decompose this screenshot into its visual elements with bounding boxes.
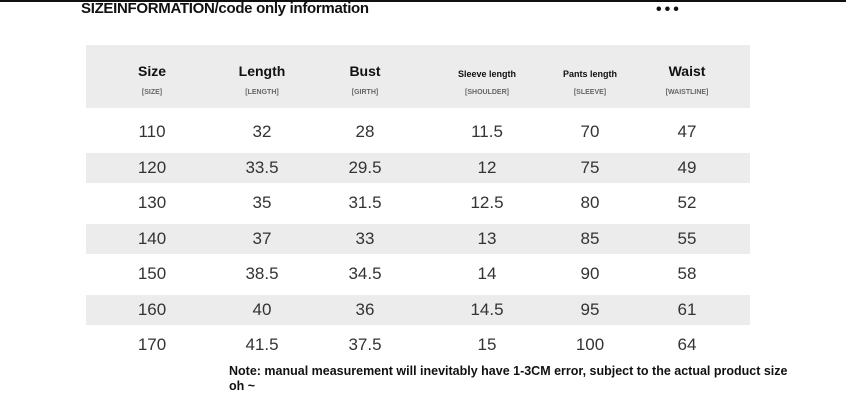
table-cell: 90: [580, 264, 600, 283]
more-horizontal-icon[interactable]: •••: [656, 1, 682, 18]
column-header: Length: [238, 63, 286, 79]
column-subheader: [WAISTLINE]: [665, 89, 709, 96]
table-cell: 75: [580, 157, 600, 177]
table-cell: 37: [252, 228, 272, 248]
table-cell: 38.5: [245, 264, 279, 283]
table-cell: 28: [355, 122, 375, 141]
column-subheader: [SHOULDER]: [465, 89, 509, 96]
table-cell: 130: [137, 193, 167, 212]
table-row: 110 32 28 11.5 70 47: [86, 117, 750, 147]
table-row: 120 33.5 29.5 12 75 49: [86, 152, 750, 183]
table-row: 150 38.5 34.5 14 90 58: [86, 259, 750, 289]
column-subheader: [SIZE]: [141, 89, 163, 96]
page-title: SIZEINFORMATION/code only information: [81, 0, 369, 17]
table-row: 130 35 31.5 12.5 80 52: [86, 188, 750, 218]
table-cell: 80: [580, 193, 600, 212]
table-row: 170 41.5 37.5 15 100 64: [86, 330, 750, 360]
table-cell: 33: [355, 228, 375, 248]
table-cell: 14.5: [470, 299, 504, 319]
table-cell: 120: [137, 157, 167, 177]
column-header: Sleeve length: [457, 69, 517, 79]
table-cell: 12.5: [470, 193, 504, 212]
top-border: [0, 0, 846, 2]
table-cell: 35: [252, 193, 272, 212]
column-header: Bust: [349, 63, 381, 79]
table-cell: 36: [355, 299, 375, 319]
table-cell: 49: [677, 157, 697, 177]
table-cell: 170: [137, 335, 167, 354]
table-cell: 58: [677, 264, 697, 283]
column-subheader: [SLEEVE]: [573, 89, 607, 96]
table-cell: 70: [580, 122, 600, 141]
column-header: Size: [137, 63, 167, 79]
table-row: 160 40 36 14.5 95 61: [86, 294, 750, 325]
table-row: 140 37 33 13 85 55: [86, 223, 750, 254]
table-cell: 41.5: [245, 335, 279, 354]
column-header: Pants length: [562, 69, 618, 79]
table-cell: 85: [580, 228, 600, 248]
table-cell: 32: [252, 122, 272, 141]
table-header: Size [SIZE] Length [LENGTH] Bust [GIRTH] Sl…: [86, 45, 750, 108]
table-cell: 64: [677, 335, 697, 354]
table-cell: 33.5: [245, 157, 279, 177]
table-cell: 11.5: [471, 122, 503, 141]
table-cell: 15: [477, 335, 497, 354]
table-cell: 140: [137, 228, 167, 248]
table-cell: 61: [677, 299, 697, 319]
table-cell: 34.5: [348, 264, 382, 283]
table-cell: 13: [477, 228, 497, 248]
table-cell: 110: [138, 122, 166, 141]
column-subheader: [GIRTH]: [351, 89, 379, 96]
table-cell: 31.5: [348, 193, 382, 212]
table-cell: 100: [575, 335, 605, 354]
table-cell: 37.5: [348, 335, 382, 354]
column-header: Waist: [668, 63, 706, 79]
table-cell: 95: [580, 299, 600, 319]
column-subheader: [LENGTH]: [245, 89, 279, 96]
table-cell: 52: [677, 193, 697, 212]
measurement-note: Note: manual measurement will inevitably…: [229, 364, 788, 393]
table-cell: 40: [252, 299, 272, 319]
table-cell: 29.5: [348, 157, 382, 177]
table-cell: 14: [477, 264, 497, 283]
table-cell: 55: [677, 228, 697, 248]
table-cell: 12: [477, 157, 497, 177]
table-cell: 150: [137, 264, 167, 283]
table-cell: 160: [137, 299, 167, 319]
table-cell: 47: [677, 122, 697, 141]
